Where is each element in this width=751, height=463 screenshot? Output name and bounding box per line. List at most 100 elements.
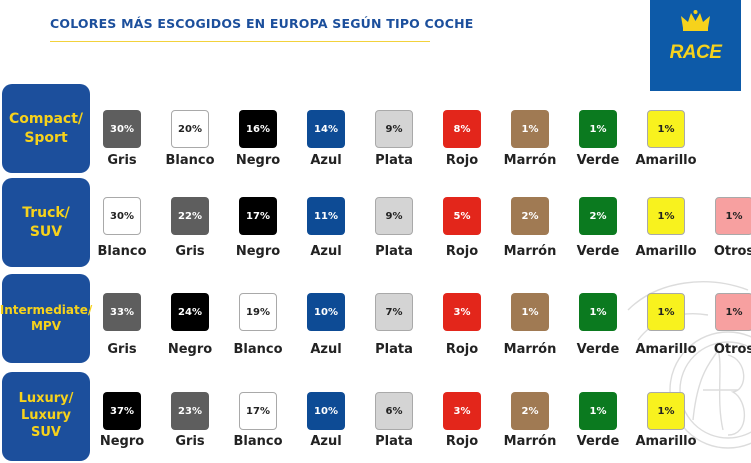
color-label-plata: Plata bbox=[375, 434, 413, 449]
swatch-value: 19% bbox=[246, 306, 270, 318]
category-label-line: Luxury/ bbox=[18, 391, 74, 407]
color-swatch-gris: 22% bbox=[171, 197, 209, 235]
category-label-line: Compact/ bbox=[8, 111, 84, 128]
swatch-value: 17% bbox=[246, 210, 270, 222]
category-label-line: MPV bbox=[30, 318, 62, 333]
category-label-line: Intermediate/ bbox=[0, 302, 93, 317]
color-label-blanco: Blanco bbox=[233, 434, 283, 449]
color-swatch-negro: 37% bbox=[103, 392, 141, 430]
color-swatch-rojo: 5% bbox=[443, 197, 481, 235]
color-label-marron: Marrón bbox=[503, 244, 557, 259]
color-swatch-amarillo: 1% bbox=[647, 197, 685, 235]
category-label-line: Luxury SUV bbox=[20, 408, 72, 440]
color-label-negro: Negro bbox=[167, 342, 213, 357]
color-swatch-blanco: 19% bbox=[239, 293, 277, 331]
color-swatch-verde: 1% bbox=[579, 110, 617, 148]
color-label-plata: Plata bbox=[375, 342, 413, 357]
color-label-gris: Gris bbox=[175, 244, 205, 259]
swatch-value: 3% bbox=[453, 306, 471, 318]
color-label-azul: Azul bbox=[310, 434, 342, 449]
color-swatch-otros: 1% bbox=[715, 293, 751, 331]
swatch-value: 22% bbox=[178, 210, 202, 222]
color-swatch-blanco: 30% bbox=[103, 197, 141, 235]
swatch-value: 1% bbox=[589, 306, 607, 318]
color-swatch-azul: 10% bbox=[307, 392, 345, 430]
color-swatch-negro: 24% bbox=[171, 293, 209, 331]
category-box-intermediate-mpv: Intermediate/MPV bbox=[0, 274, 93, 363]
color-swatch-rojo: 8% bbox=[443, 110, 481, 148]
category-label-line: Truck/ bbox=[22, 205, 70, 222]
color-swatch-marron: 1% bbox=[511, 293, 549, 331]
color-label-azul: Azul bbox=[310, 244, 342, 259]
color-swatch-gris: 23% bbox=[171, 392, 209, 430]
color-swatch-otros: 1% bbox=[715, 197, 751, 235]
swatch-value: 2% bbox=[589, 210, 607, 222]
color-label-amarillo: Amarillo bbox=[635, 434, 697, 449]
color-swatch-gris: 33% bbox=[103, 293, 141, 331]
category-box-luxury-luxury-suv: Luxury/Luxury SUV bbox=[2, 372, 90, 461]
color-label-blanco: Blanco bbox=[97, 244, 147, 259]
swatch-value: 9% bbox=[385, 123, 403, 135]
swatch-value: 30% bbox=[110, 210, 134, 222]
swatch-value: 1% bbox=[725, 306, 743, 318]
color-label-blanco: Blanco bbox=[233, 342, 283, 357]
color-label-marron: Marrón bbox=[503, 153, 557, 168]
color-label-amarillo: Amarillo bbox=[635, 342, 697, 357]
color-label-rojo: Rojo bbox=[445, 153, 479, 168]
swatch-value: 8% bbox=[453, 123, 471, 135]
category-box-truck-suv: Truck/SUV bbox=[2, 178, 90, 267]
color-label-verde: Verde bbox=[576, 434, 620, 449]
swatch-value: 37% bbox=[110, 405, 134, 417]
color-swatch-amarillo: 1% bbox=[647, 293, 685, 331]
color-swatch-azul: 11% bbox=[307, 197, 345, 235]
swatch-value: 16% bbox=[246, 123, 270, 135]
swatch-value: 5% bbox=[453, 210, 471, 222]
color-swatch-marron: 2% bbox=[511, 197, 549, 235]
swatch-value: 1% bbox=[589, 405, 607, 417]
color-swatch-amarillo: 1% bbox=[647, 392, 685, 430]
color-swatch-plata: 7% bbox=[375, 293, 413, 331]
color-label-azul: Azul bbox=[310, 342, 342, 357]
color-swatch-azul: 10% bbox=[307, 293, 345, 331]
color-swatch-verde: 1% bbox=[579, 392, 617, 430]
swatch-value: 1% bbox=[521, 123, 539, 135]
color-swatch-negro: 17% bbox=[239, 197, 277, 235]
swatch-value: 1% bbox=[725, 210, 743, 222]
color-label-negro: Negro bbox=[99, 434, 145, 449]
color-label-marron: Marrón bbox=[503, 434, 557, 449]
color-label-negro: Negro bbox=[235, 244, 281, 259]
color-label-rojo: Rojo bbox=[445, 244, 479, 259]
swatch-value: 1% bbox=[657, 210, 675, 222]
color-swatch-rojo: 3% bbox=[443, 392, 481, 430]
color-label-verde: Verde bbox=[576, 153, 620, 168]
color-swatch-verde: 2% bbox=[579, 197, 617, 235]
race-logo: RACE bbox=[650, 0, 741, 91]
category-box-compact-sport: Compact/Sport bbox=[2, 84, 90, 173]
color-label-otros: Otros bbox=[713, 244, 751, 259]
swatch-value: 10% bbox=[314, 405, 338, 417]
color-swatch-azul: 14% bbox=[307, 110, 345, 148]
swatch-value: 1% bbox=[657, 405, 675, 417]
swatch-value: 6% bbox=[385, 405, 403, 417]
title-underline bbox=[50, 41, 430, 42]
swatch-value: 1% bbox=[657, 306, 675, 318]
color-label-marron: Marrón bbox=[503, 342, 557, 357]
swatch-value: 1% bbox=[657, 123, 675, 135]
color-swatch-blanco: 20% bbox=[171, 110, 209, 148]
color-label-otros: Otros bbox=[713, 342, 751, 357]
color-label-rojo: Rojo bbox=[445, 434, 479, 449]
swatch-value: 7% bbox=[385, 306, 403, 318]
swatch-value: 20% bbox=[178, 123, 202, 135]
color-swatch-rojo: 3% bbox=[443, 293, 481, 331]
swatch-value: 1% bbox=[589, 123, 607, 135]
color-label-plata: Plata bbox=[375, 153, 413, 168]
color-label-verde: Verde bbox=[576, 244, 620, 259]
swatch-value: 1% bbox=[521, 306, 539, 318]
color-label-amarillo: Amarillo bbox=[635, 153, 697, 168]
color-label-verde: Verde bbox=[576, 342, 620, 357]
color-swatch-marron: 2% bbox=[511, 392, 549, 430]
swatch-value: 3% bbox=[453, 405, 471, 417]
swatch-value: 2% bbox=[521, 210, 539, 222]
color-swatch-gris: 30% bbox=[103, 110, 141, 148]
page-title: COLORES MÁS ESCOGIDOS EN EUROPA SEGÚN TI… bbox=[50, 16, 474, 31]
